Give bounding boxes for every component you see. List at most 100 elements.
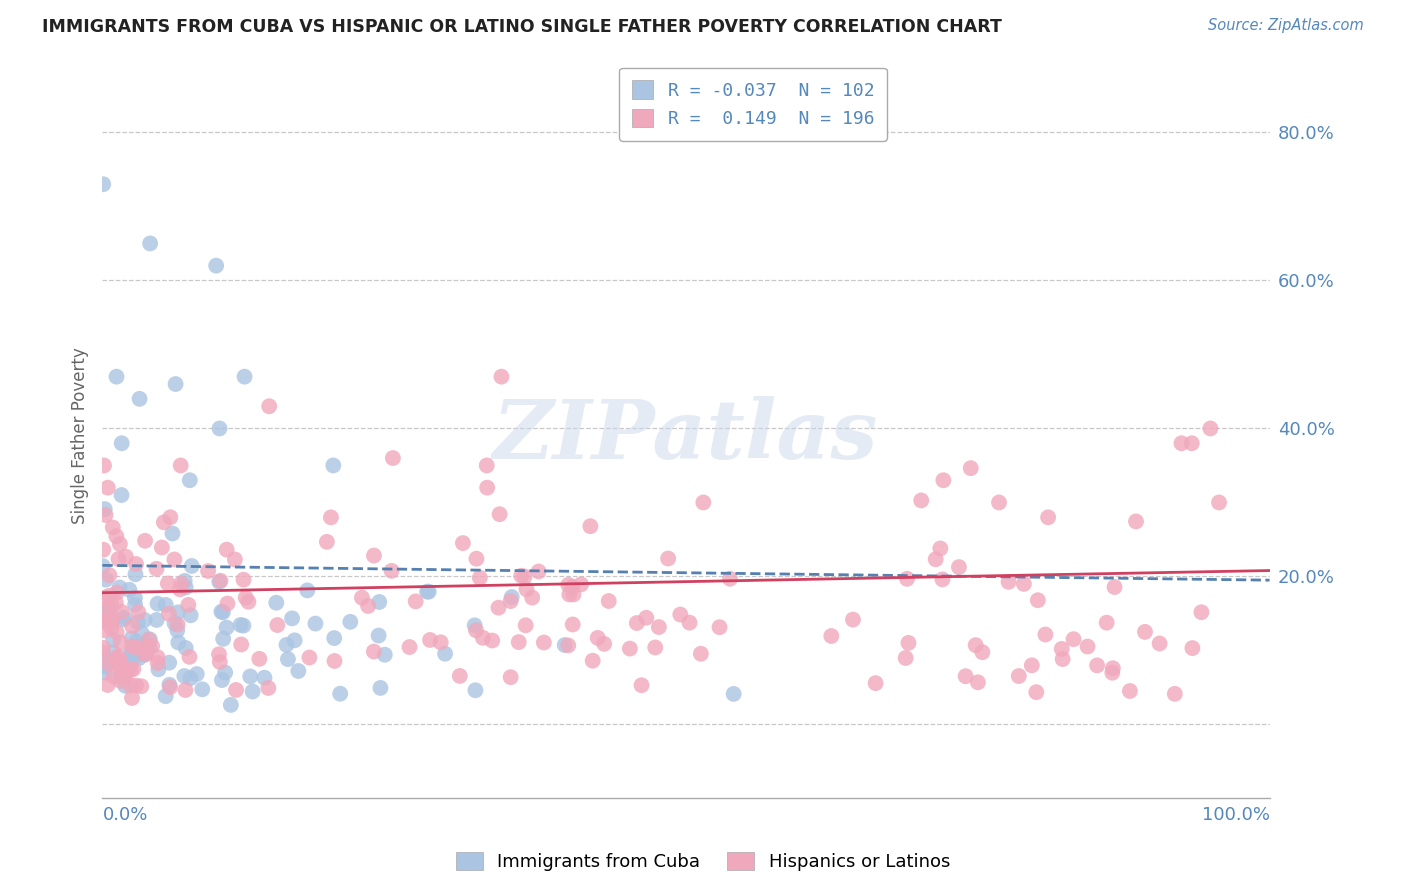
Point	[419, 632, 441, 647]
Point	[104, 654, 127, 668]
Point	[1077, 640, 1099, 654]
Point	[115, 666, 138, 681]
Point	[170, 576, 193, 591]
Point	[127, 605, 149, 619]
Point	[865, 676, 887, 690]
Point	[405, 594, 427, 608]
Point	[723, 687, 745, 701]
Point	[110, 673, 132, 688]
Point	[219, 698, 242, 712]
Point	[626, 615, 648, 630]
Point	[561, 617, 583, 632]
Point	[281, 611, 304, 625]
Point	[146, 597, 169, 611]
Point	[669, 607, 692, 622]
Point	[211, 673, 233, 687]
Point	[148, 662, 170, 676]
Point	[557, 578, 579, 592]
Text: 100.0%: 100.0%	[1202, 805, 1270, 824]
Point	[139, 632, 162, 647]
Point	[579, 519, 602, 533]
Point	[134, 533, 156, 548]
Point	[98, 568, 121, 582]
Point	[98, 589, 121, 603]
Point	[124, 567, 146, 582]
Point	[692, 495, 714, 509]
Point	[136, 645, 159, 659]
Point	[101, 632, 124, 647]
Point	[180, 608, 202, 623]
Point	[174, 683, 197, 698]
Point	[481, 633, 503, 648]
Point	[842, 613, 865, 627]
Point	[323, 654, 346, 668]
Point	[636, 611, 658, 625]
Point	[208, 421, 231, 435]
Point	[208, 655, 231, 669]
Point	[209, 605, 232, 619]
Point	[562, 587, 585, 601]
Point	[112, 670, 135, 684]
Point	[229, 618, 252, 632]
Point	[1008, 669, 1031, 683]
Point	[287, 664, 309, 678]
Point	[368, 595, 391, 609]
Point	[117, 660, 139, 674]
Point	[648, 620, 671, 634]
Point	[98, 601, 121, 615]
Point	[105, 529, 128, 543]
Point	[107, 649, 129, 664]
Point	[468, 571, 491, 585]
Point	[138, 640, 160, 655]
Point	[97, 678, 120, 692]
Point	[124, 649, 146, 664]
Point	[678, 615, 700, 630]
Point	[630, 678, 652, 692]
Point	[1199, 421, 1222, 435]
Point	[1208, 495, 1230, 509]
Point	[429, 635, 451, 649]
Point	[110, 653, 132, 667]
Point	[166, 624, 188, 638]
Point	[231, 638, 253, 652]
Point	[434, 647, 457, 661]
Point	[91, 645, 114, 659]
Text: IMMIGRANTS FROM CUBA VS HISPANIC OR LATINO SINGLE FATHER POVERTY CORRELATION CHA: IMMIGRANTS FROM CUBA VS HISPANIC OR LATI…	[42, 18, 1002, 36]
Point	[1101, 661, 1123, 675]
Point	[122, 662, 145, 676]
Point	[988, 495, 1011, 509]
Point	[533, 635, 555, 649]
Point	[167, 605, 190, 619]
Point	[146, 656, 169, 670]
Point	[464, 618, 486, 632]
Point	[965, 638, 987, 652]
Point	[363, 549, 385, 563]
Text: 0.0%: 0.0%	[103, 805, 148, 824]
Point	[357, 599, 380, 613]
Point	[91, 559, 114, 574]
Point	[398, 640, 420, 654]
Point	[488, 600, 510, 615]
Point	[156, 576, 179, 591]
Point	[93, 624, 115, 638]
Point	[177, 598, 200, 612]
Point	[94, 508, 117, 522]
Point	[120, 648, 142, 662]
Point	[114, 679, 136, 693]
Point	[131, 679, 153, 693]
Point	[124, 640, 146, 654]
Point	[134, 613, 156, 627]
Point	[120, 678, 142, 692]
Point	[139, 236, 162, 251]
Point	[277, 652, 299, 666]
Point	[115, 549, 138, 564]
Point	[598, 594, 620, 608]
Point	[491, 369, 513, 384]
Point	[112, 612, 135, 626]
Point	[367, 628, 389, 642]
Point	[569, 577, 592, 591]
Point	[586, 631, 609, 645]
Point	[558, 587, 581, 601]
Point	[593, 637, 616, 651]
Point	[121, 640, 143, 654]
